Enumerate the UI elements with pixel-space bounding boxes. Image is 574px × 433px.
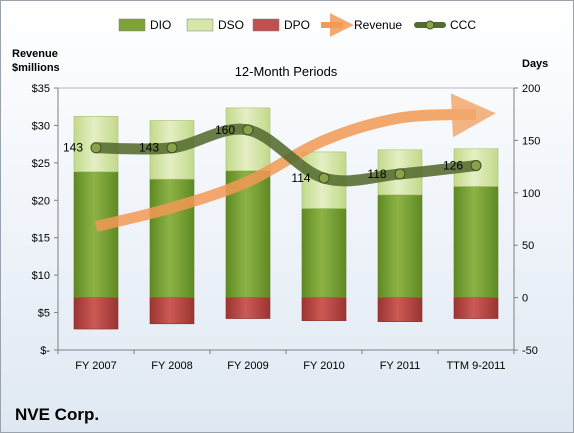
x-tick-label: FY 2010 xyxy=(303,360,344,372)
left-tick-label: $20 xyxy=(32,195,50,207)
ccc-data-label: 126 xyxy=(443,159,463,173)
ccc-point xyxy=(394,168,406,180)
dio-bar xyxy=(149,178,195,298)
chart-title: 12-Month Periods xyxy=(235,64,338,79)
left-tick-label: $15 xyxy=(32,233,50,245)
legend-swatch-dso xyxy=(186,18,214,32)
company-name: NVE Corp. xyxy=(15,405,100,424)
dpo-bar xyxy=(377,297,423,323)
dio-bar xyxy=(377,194,423,298)
right-tick-label: 150 xyxy=(522,135,540,147)
left-axis-title-line2: $millions xyxy=(12,62,60,74)
x-tick-label: FY 2011 xyxy=(380,360,421,372)
left-tick-label: $10 xyxy=(32,270,50,282)
legend-swatch-dio xyxy=(118,18,146,32)
dio-bar xyxy=(301,208,347,298)
ccc-data-label: 143 xyxy=(139,141,159,155)
ccc-data-label: 160 xyxy=(215,123,235,137)
left-axis-title: Revenue xyxy=(12,48,58,60)
right-tick-label: 0 xyxy=(522,293,528,305)
right-tick-label: 200 xyxy=(522,83,540,95)
legend-label: Revenue xyxy=(354,18,402,32)
legend-label: CCC xyxy=(450,18,476,32)
dpo-bar xyxy=(73,297,119,330)
ccc-point xyxy=(318,172,330,184)
x-tick-label: FY 2009 xyxy=(227,360,268,372)
ccc-point xyxy=(242,124,254,136)
ccc-data-label: 118 xyxy=(367,167,386,181)
revenue-line xyxy=(94,93,496,232)
legend-marker-ccc xyxy=(425,20,435,30)
ccc-point xyxy=(166,142,178,154)
dio-bar xyxy=(453,186,499,298)
x-tick-label: FY 2007 xyxy=(75,360,116,372)
right-axis-title: Days xyxy=(522,58,548,70)
dpo-bar xyxy=(149,297,195,325)
right-tick-label: 100 xyxy=(522,188,540,200)
ccc-point xyxy=(470,160,482,172)
left-tick-label: $5 xyxy=(38,308,50,320)
dpo-bar xyxy=(453,297,499,319)
x-tick-label: TTM 9-2011 xyxy=(446,360,505,372)
legend-label: DIO xyxy=(150,18,171,32)
dpo-bar xyxy=(301,297,347,321)
ccc-data-label: 143 xyxy=(63,141,83,155)
dpo-bar xyxy=(225,297,271,319)
dio-bar xyxy=(73,171,119,298)
left-tick-label: $35 xyxy=(32,83,50,95)
x-tick-label: FY 2008 xyxy=(151,360,192,372)
legend-label: DSO xyxy=(218,18,244,32)
left-tick-label: $30 xyxy=(32,120,50,132)
right-tick-label: 50 xyxy=(522,240,534,252)
legend-label: DPO xyxy=(284,18,310,32)
left-tick-label: $- xyxy=(40,345,50,357)
right-tick-label: -50 xyxy=(522,345,538,357)
legend-swatch-dpo xyxy=(252,18,280,32)
left-tick-label: $25 xyxy=(32,158,50,170)
ccc-data-label: 114 xyxy=(291,171,310,185)
ccc-point xyxy=(90,142,102,154)
